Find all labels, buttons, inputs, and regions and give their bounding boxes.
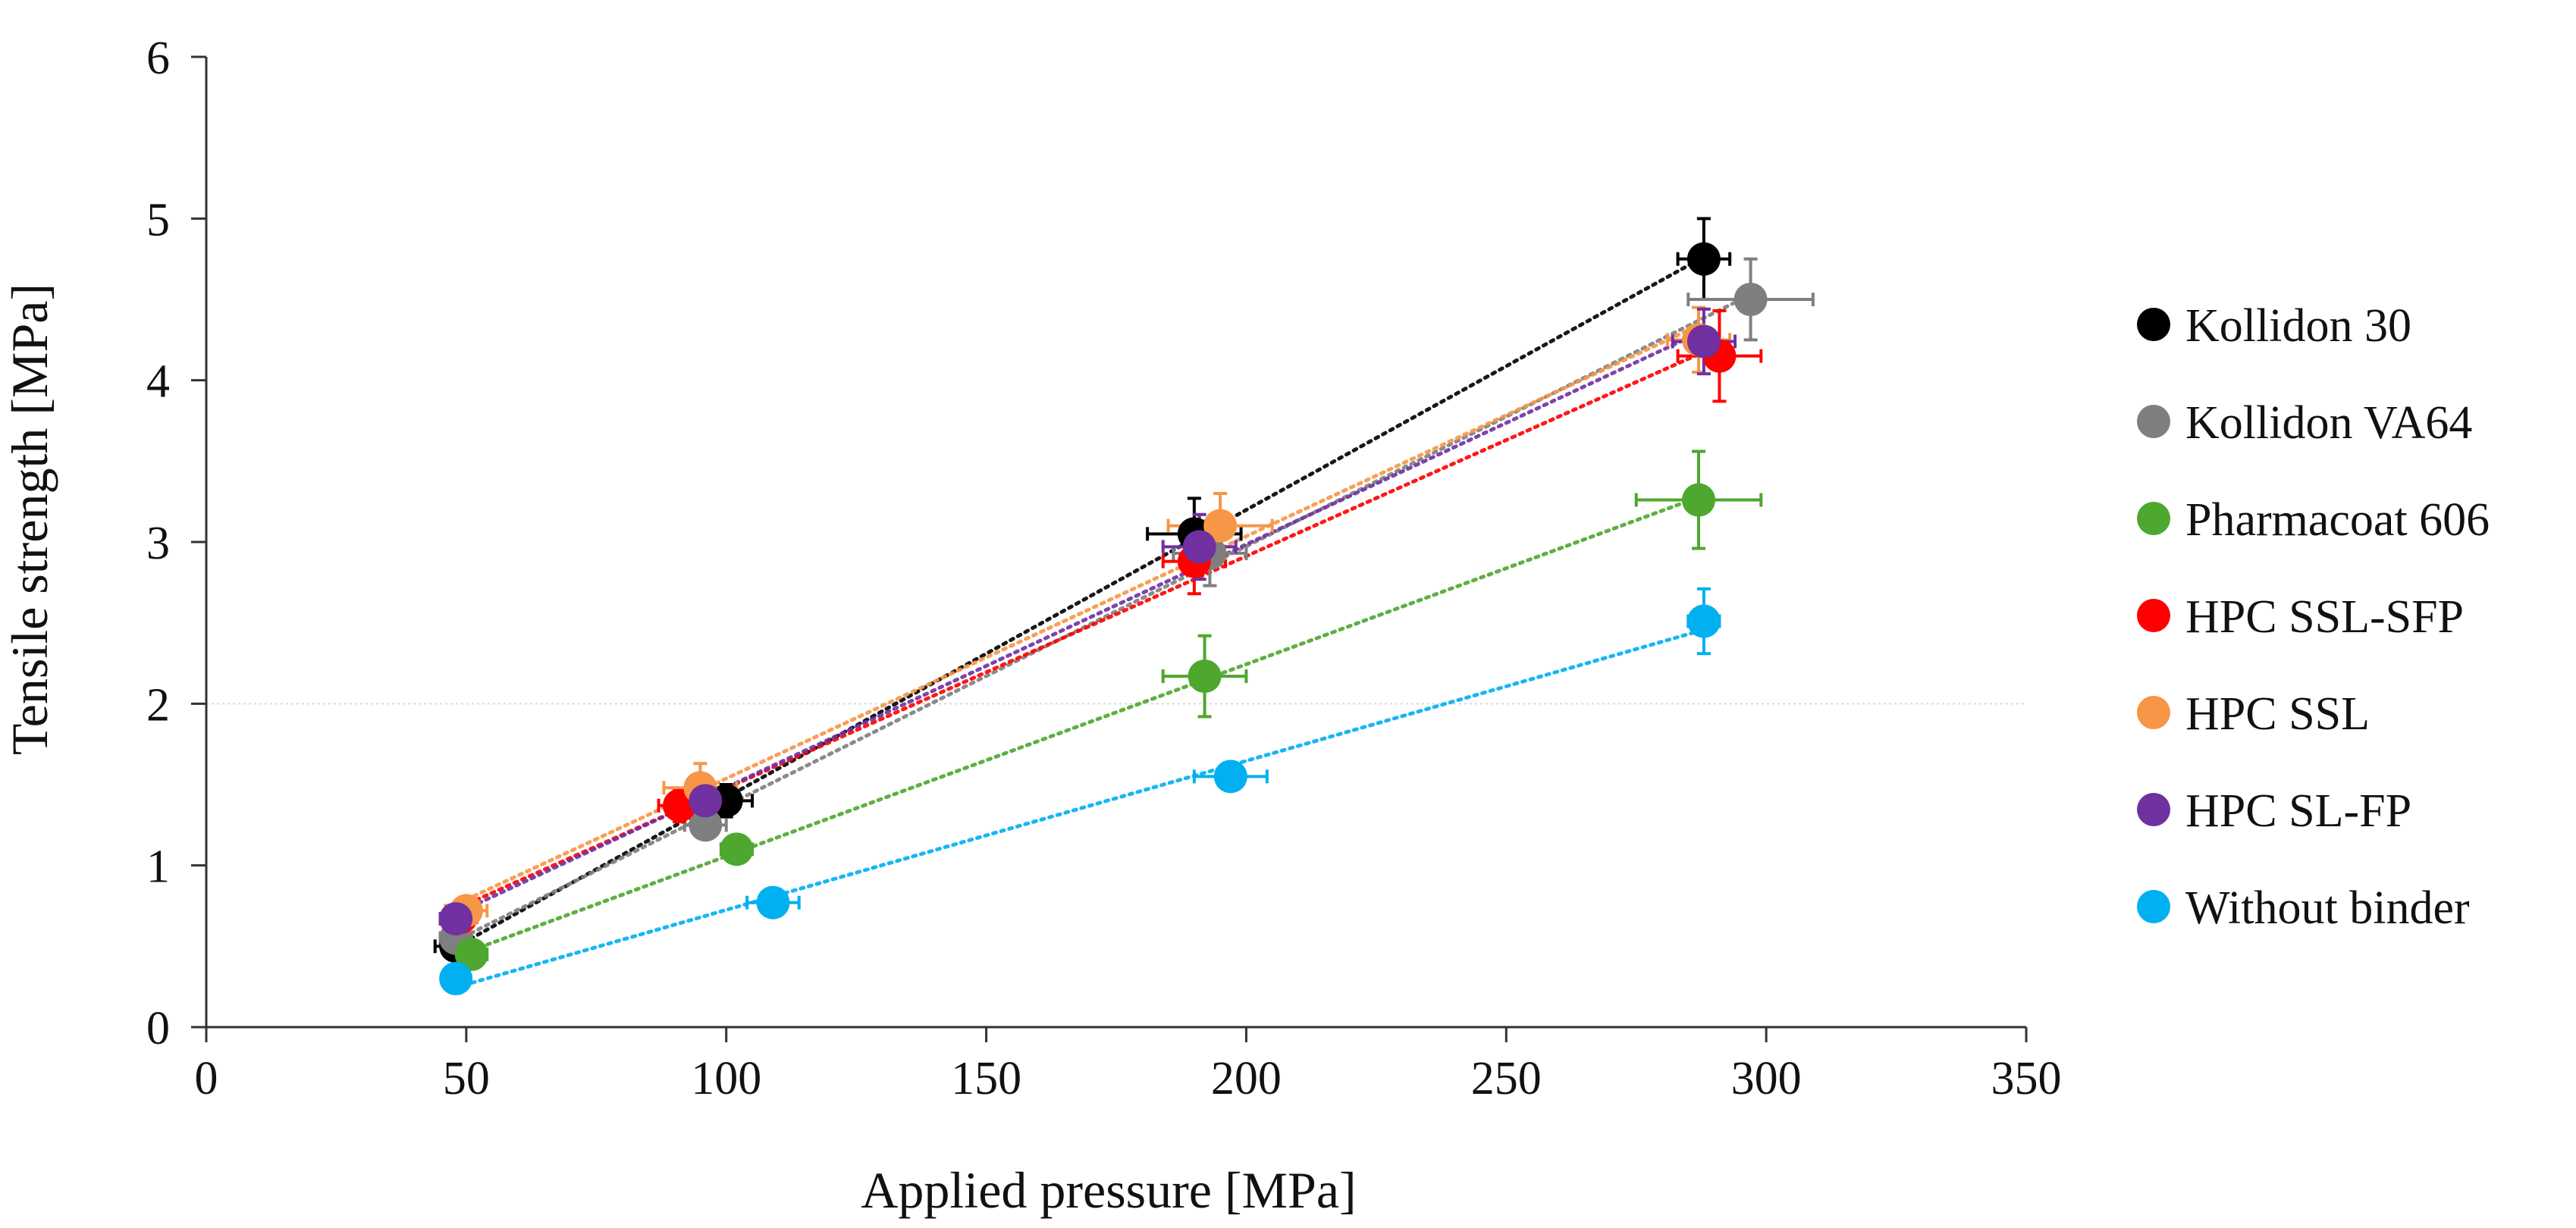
data-point xyxy=(1203,509,1238,543)
data-point-layer xyxy=(439,242,1768,995)
legend-marker xyxy=(2137,308,2170,341)
y-tick-label: 0 xyxy=(146,1003,170,1054)
legend-label: HPC SL-FP xyxy=(2185,785,2411,837)
x-tick-label: 250 xyxy=(1471,1053,1542,1104)
legend-marker xyxy=(2137,696,2170,729)
legend-marker xyxy=(2137,405,2170,438)
data-point xyxy=(439,902,473,936)
legend-label: HPC SSL xyxy=(2185,688,2370,740)
y-tick-label: 3 xyxy=(146,518,170,569)
trendline xyxy=(453,628,1706,990)
legend-marker xyxy=(2137,793,2170,826)
x-tick-label: 0 xyxy=(195,1053,218,1104)
x-tick-label: 50 xyxy=(443,1053,490,1104)
data-point xyxy=(1213,760,1247,794)
legend-label: Pharmacoat 606 xyxy=(2185,494,2490,546)
data-point xyxy=(1686,242,1721,276)
trendline-layer xyxy=(453,255,1753,990)
y-tick-label: 1 xyxy=(146,841,170,893)
trendline xyxy=(453,255,1706,949)
x-tick-label: 100 xyxy=(691,1053,761,1104)
data-point xyxy=(454,938,488,971)
trendline xyxy=(469,495,1701,953)
legend-label: Kollidon 30 xyxy=(2185,300,2411,352)
y-axis-title: Tensile strength [MPa] xyxy=(1,284,58,755)
axis-layer: 0 1 2 3 4 5 6 0 50 100 150 200 250 300 350 xyxy=(146,33,2062,1104)
data-point xyxy=(1182,530,1216,564)
data-point xyxy=(439,962,473,995)
data-point xyxy=(689,784,723,818)
data-point xyxy=(1686,324,1721,359)
x-axis-title: Applied pressure [MPa] xyxy=(861,1161,1356,1219)
legend: Kollidon 30 Kollidon VA64 Pharmacoat 606 HP… xyxy=(2137,300,2490,934)
data-point xyxy=(1686,604,1721,638)
legend-label: Kollidon VA64 xyxy=(2185,397,2472,449)
data-point xyxy=(1682,483,1715,517)
y-tick-label: 2 xyxy=(146,679,170,731)
y-tick-label: 4 xyxy=(146,356,170,408)
x-tick-label: 200 xyxy=(1211,1053,1282,1104)
x-tick-label: 350 xyxy=(1991,1053,2062,1104)
legend-label: HPC SSL-SFP xyxy=(2185,591,2464,643)
trendline xyxy=(453,328,1706,916)
legend-marker xyxy=(2137,599,2170,632)
x-tick-label: 300 xyxy=(1731,1053,1802,1104)
data-point xyxy=(1734,283,1768,316)
data-point xyxy=(720,832,754,866)
legend-marker xyxy=(2137,890,2170,923)
y-tick-label: 5 xyxy=(146,194,170,246)
data-point xyxy=(689,808,723,842)
trendline xyxy=(464,323,1701,902)
legend-marker xyxy=(2137,502,2170,535)
x-tick-label: 150 xyxy=(951,1053,1021,1104)
trendline xyxy=(459,343,1721,909)
data-point xyxy=(1188,659,1222,694)
data-point xyxy=(756,885,790,919)
legend-label: Without binder xyxy=(2185,882,2470,934)
y-tick-label: 6 xyxy=(146,33,170,84)
